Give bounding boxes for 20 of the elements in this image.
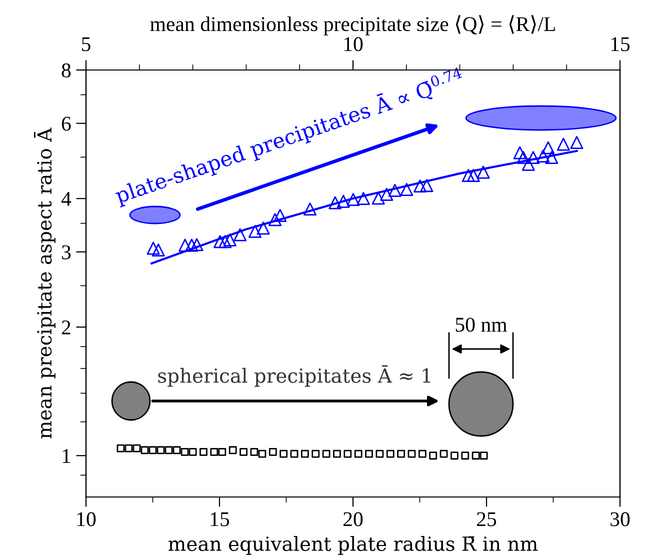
y-tick-label: 8 [62,63,71,78]
y-tick-label: 6 [62,116,71,131]
x-tick-label: 10 [77,512,96,526]
x-tick-label: 25 [477,512,496,526]
x-axis-title: mean equivalent plate radius R̄ in nm [168,536,538,555]
x2-tick-label: 15 [611,37,630,52]
x-tick-label: 15 [210,512,230,526]
x-tick-label: 20 [344,512,363,526]
y-tick-label: 4 [61,192,72,206]
annotation: spherical precipitates Ā ≈ 1 [158,365,430,387]
y-tick-label: 1 [62,449,70,463]
annotation: 50 nm [456,318,508,332]
y-axis-title: mean precipitate aspect ratio Ā [34,128,56,439]
y-tick-label: 2 [62,320,70,334]
y-tick-label: 3 [62,245,71,260]
x2-axis-title: mean dimensionless precipitate size ⟨Q⟩ = ⟨R⟩/L [150,15,555,36]
x2-tick-label: 5 [82,37,90,52]
annotation: plate-shaped precipitates Ā ∝ Q̄$^{0.74}$ [112,66,466,208]
x2-tick-label: 10 [344,37,363,52]
x-tick-label: 30 [610,512,630,526]
